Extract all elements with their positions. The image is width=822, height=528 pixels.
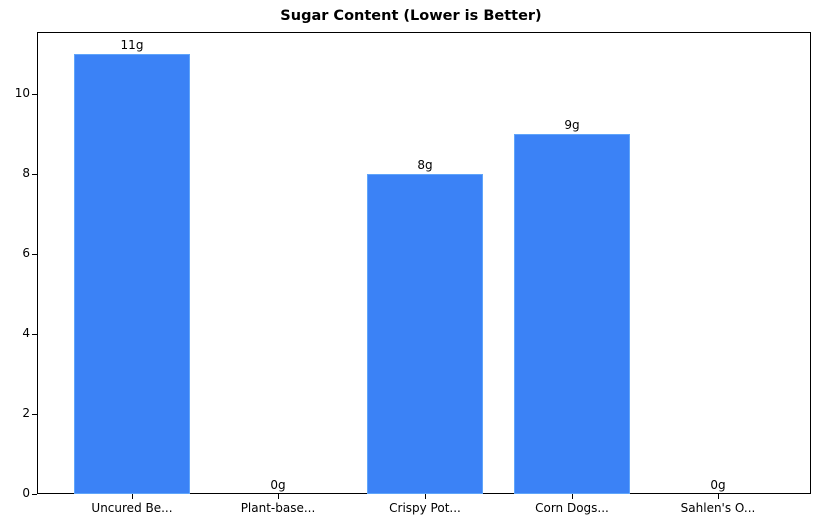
bar-value-label: 0g: [270, 478, 286, 492]
x-tick-label: Uncured Be...: [91, 501, 173, 515]
bar: [367, 174, 483, 494]
y-tick-label: 10: [14, 86, 30, 100]
bar-value-label: 9g: [564, 118, 580, 132]
x-tick-label: Corn Dogs...: [535, 501, 609, 515]
y-tick-mark: [32, 494, 37, 495]
y-tick-mark: [32, 414, 37, 415]
x-tick-label: Sahlen's O...: [680, 501, 756, 515]
bar: [74, 54, 190, 494]
y-tick-mark: [32, 254, 37, 255]
x-tick-mark: [132, 494, 133, 499]
bar-value-label: 0g: [710, 478, 726, 492]
bar-value-label: 8g: [417, 158, 433, 172]
bar: [514, 134, 630, 494]
y-tick-label: 0: [22, 486, 30, 500]
bar-value-label: 11g: [120, 38, 144, 52]
x-tick-label: Plant-base...: [240, 501, 316, 515]
x-tick-mark: [572, 494, 573, 499]
x-tick-mark: [278, 494, 279, 499]
y-tick-label: 6: [22, 246, 30, 260]
x-tick-label: Crispy Pot...: [389, 501, 461, 515]
y-tick-mark: [32, 334, 37, 335]
y-tick-label: 4: [22, 326, 30, 340]
y-tick-mark: [32, 94, 37, 95]
x-tick-mark: [425, 494, 426, 499]
chart-title: Sugar Content (Lower is Better): [280, 8, 542, 24]
y-tick-mark: [32, 174, 37, 175]
y-tick-label: 2: [22, 406, 30, 420]
y-tick-label: 8: [22, 166, 30, 180]
x-tick-mark: [718, 494, 719, 499]
